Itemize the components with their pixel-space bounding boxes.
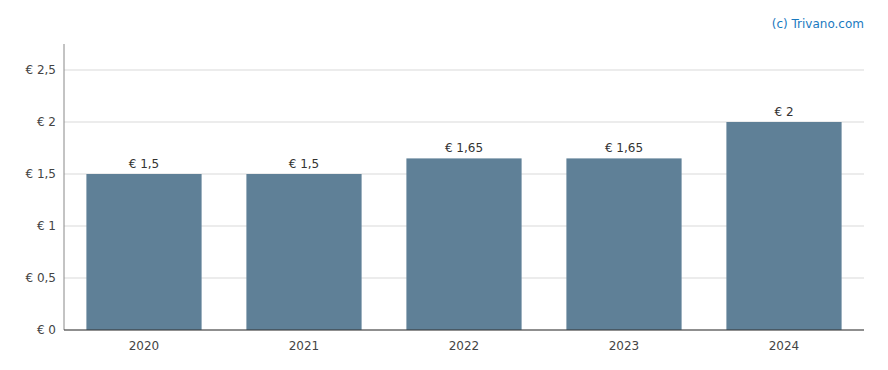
y-tick-label: € 0 [37, 323, 56, 337]
x-tick-label: 2022 [449, 339, 480, 353]
y-tick-label: € 2 [37, 115, 56, 129]
bar [566, 158, 681, 330]
x-axis-line [64, 330, 864, 331]
grid-line [64, 330, 864, 331]
data-label: € 1,5 [289, 157, 320, 171]
data-label: € 1,65 [605, 141, 643, 155]
bars [86, 122, 841, 330]
bar [726, 122, 841, 330]
grid-line [64, 70, 864, 71]
x-axis: 2020 2021 2022 2023 2024 [64, 330, 864, 353]
x-tick-label: 2021 [289, 339, 320, 353]
y-tick-label: € 1 [37, 219, 56, 233]
y-tick-label: € 1,5 [25, 167, 56, 181]
data-labels: € 1,5 € 1,5 € 1,65 € 1,65 € 2 [129, 105, 794, 171]
x-tick-label: 2023 [609, 339, 640, 353]
data-label: € 1,5 [129, 157, 160, 171]
x-tick-label: 2020 [129, 339, 160, 353]
y-tick-label: € 2,5 [25, 63, 56, 77]
y-axis-line [64, 44, 65, 330]
data-label: € 1,65 [445, 141, 483, 155]
y-axis: € 0 € 0,5 € 1 € 1,5 € 2 € 2,5 [25, 44, 64, 337]
bar [86, 174, 201, 330]
watermark: (c) Trivano.com [772, 17, 864, 31]
chart: € 0 € 0,5 € 1 € 1,5 € 2 € 2,5 € 1,5 € 1,5 € 1,65… [0, 0, 888, 370]
data-label: € 2 [774, 105, 793, 119]
y-tick-label: € 0,5 [25, 271, 56, 285]
bar [406, 158, 521, 330]
bar [246, 174, 361, 330]
x-tick-label: 2024 [769, 339, 800, 353]
chart-container: € 0 € 0,5 € 1 € 1,5 € 2 € 2,5 € 1,5 € 1,5 € 1,65… [0, 0, 888, 370]
grid [64, 70, 864, 330]
